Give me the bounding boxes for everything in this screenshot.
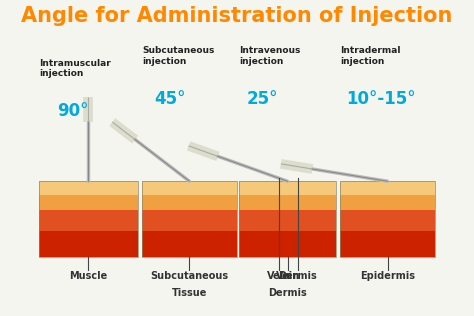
Text: Intramuscular
injection: Intramuscular injection (39, 59, 110, 78)
Bar (39, 181, 138, 257)
Bar (340, 195, 435, 210)
Bar (239, 181, 336, 257)
Text: Dermis: Dermis (268, 289, 307, 298)
Bar (340, 181, 435, 195)
Text: Vein: Vein (267, 271, 292, 281)
Text: 45°: 45° (154, 90, 186, 108)
Bar (142, 181, 237, 195)
Bar (239, 210, 336, 232)
Text: Subcutaneous
injection: Subcutaneous injection (142, 46, 214, 66)
Bar (39, 210, 138, 232)
Bar (340, 181, 435, 257)
Text: Vein: Vein (275, 271, 300, 281)
Text: Intravenous
injection: Intravenous injection (239, 46, 301, 66)
Bar (39, 195, 138, 210)
Text: 25°: 25° (247, 90, 279, 108)
Text: 90°: 90° (57, 102, 89, 120)
Bar (39, 181, 138, 195)
Text: Epidermis: Epidermis (360, 271, 415, 281)
Bar (142, 232, 237, 257)
Bar (142, 210, 237, 232)
Bar (340, 232, 435, 257)
Text: Tissue: Tissue (172, 289, 207, 298)
Bar (142, 195, 237, 210)
Text: Muscle: Muscle (69, 271, 108, 281)
Text: Subcutaneous: Subcutaneous (150, 271, 228, 281)
Bar (142, 181, 237, 257)
Bar (239, 232, 336, 257)
Bar (340, 210, 435, 232)
Bar (239, 195, 336, 210)
Bar (39, 232, 138, 257)
Text: Intradermal
injection: Intradermal injection (340, 46, 401, 66)
Bar (239, 181, 336, 195)
Text: Angle for Administration of Injection: Angle for Administration of Injection (21, 6, 453, 26)
Text: Dermis: Dermis (278, 271, 317, 281)
Text: 10°-15°: 10°-15° (346, 90, 416, 108)
